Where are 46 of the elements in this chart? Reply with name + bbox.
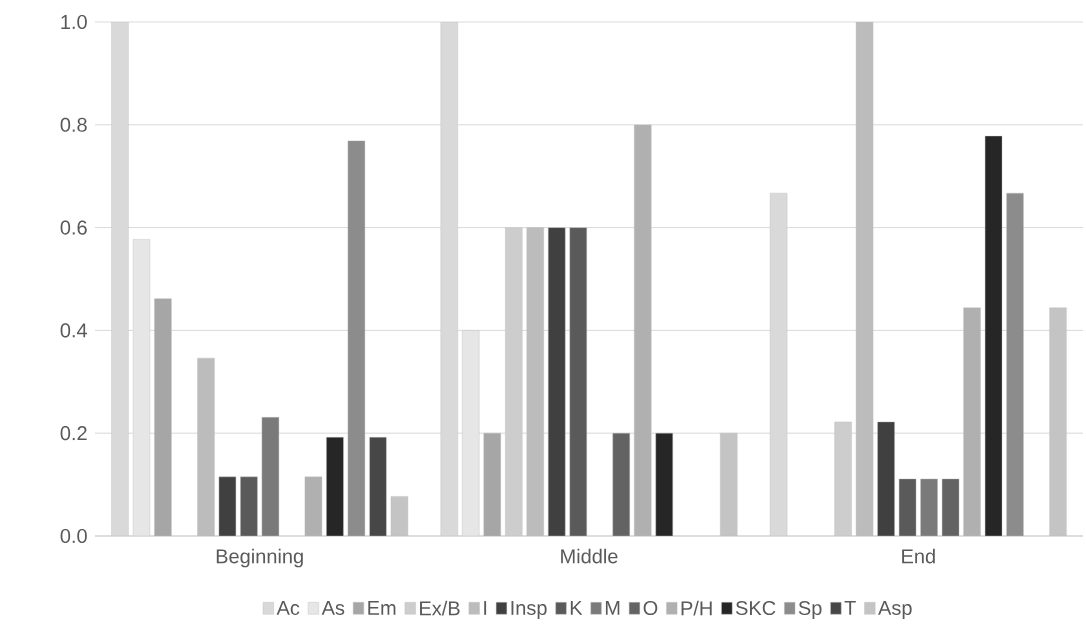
legend-label: O — [643, 600, 658, 616]
bar — [569, 227, 587, 536]
legend-label: Em — [368, 601, 396, 615]
bar — [941, 478, 960, 536]
bar — [612, 432, 630, 536]
bar — [326, 437, 344, 536]
y-tick-label: 0.4 — [60, 323, 88, 338]
bar — [920, 478, 938, 536]
bar — [963, 307, 981, 536]
x-tick-label: End — [902, 548, 935, 564]
bar — [548, 227, 566, 536]
bar — [877, 421, 895, 536]
bar — [462, 330, 480, 536]
legend-label: I — [484, 601, 487, 615]
legend-label: As — [321, 601, 345, 616]
bar — [655, 432, 673, 536]
bar — [855, 21, 874, 536]
bar — [154, 298, 172, 536]
bar — [1006, 192, 1024, 536]
bar — [984, 135, 1003, 536]
y-tick-label: 1.0 — [61, 14, 87, 30]
legend-label: P/H — [681, 600, 712, 616]
bar — [261, 417, 280, 536]
bar — [634, 124, 652, 536]
legend-label: M — [605, 601, 620, 615]
bar — [483, 432, 501, 536]
bar — [304, 476, 323, 536]
bar — [240, 476, 258, 536]
legend-label: K — [570, 601, 583, 615]
x-tick-label: Beginning — [216, 548, 303, 568]
bar — [347, 140, 366, 536]
legend-label: SKC — [735, 600, 776, 616]
legend-label: Sp — [798, 600, 822, 620]
bar — [526, 227, 544, 536]
x-tick-label: Middle — [561, 548, 618, 564]
y-tick-label: 0.8 — [60, 117, 87, 132]
y-tick-label: 0.0 — [60, 528, 87, 544]
bar — [132, 239, 151, 536]
legend-label: Asp — [878, 601, 912, 619]
legend-label: Ac — [276, 601, 300, 616]
legend-label: Ex/B — [420, 600, 460, 616]
legend-label: T — [844, 601, 856, 615]
y-tick-label: 0.2 — [60, 426, 87, 441]
legend-label: Insp — [511, 601, 547, 619]
bar — [197, 357, 215, 536]
y-tick-label: 0.6 — [60, 220, 87, 235]
